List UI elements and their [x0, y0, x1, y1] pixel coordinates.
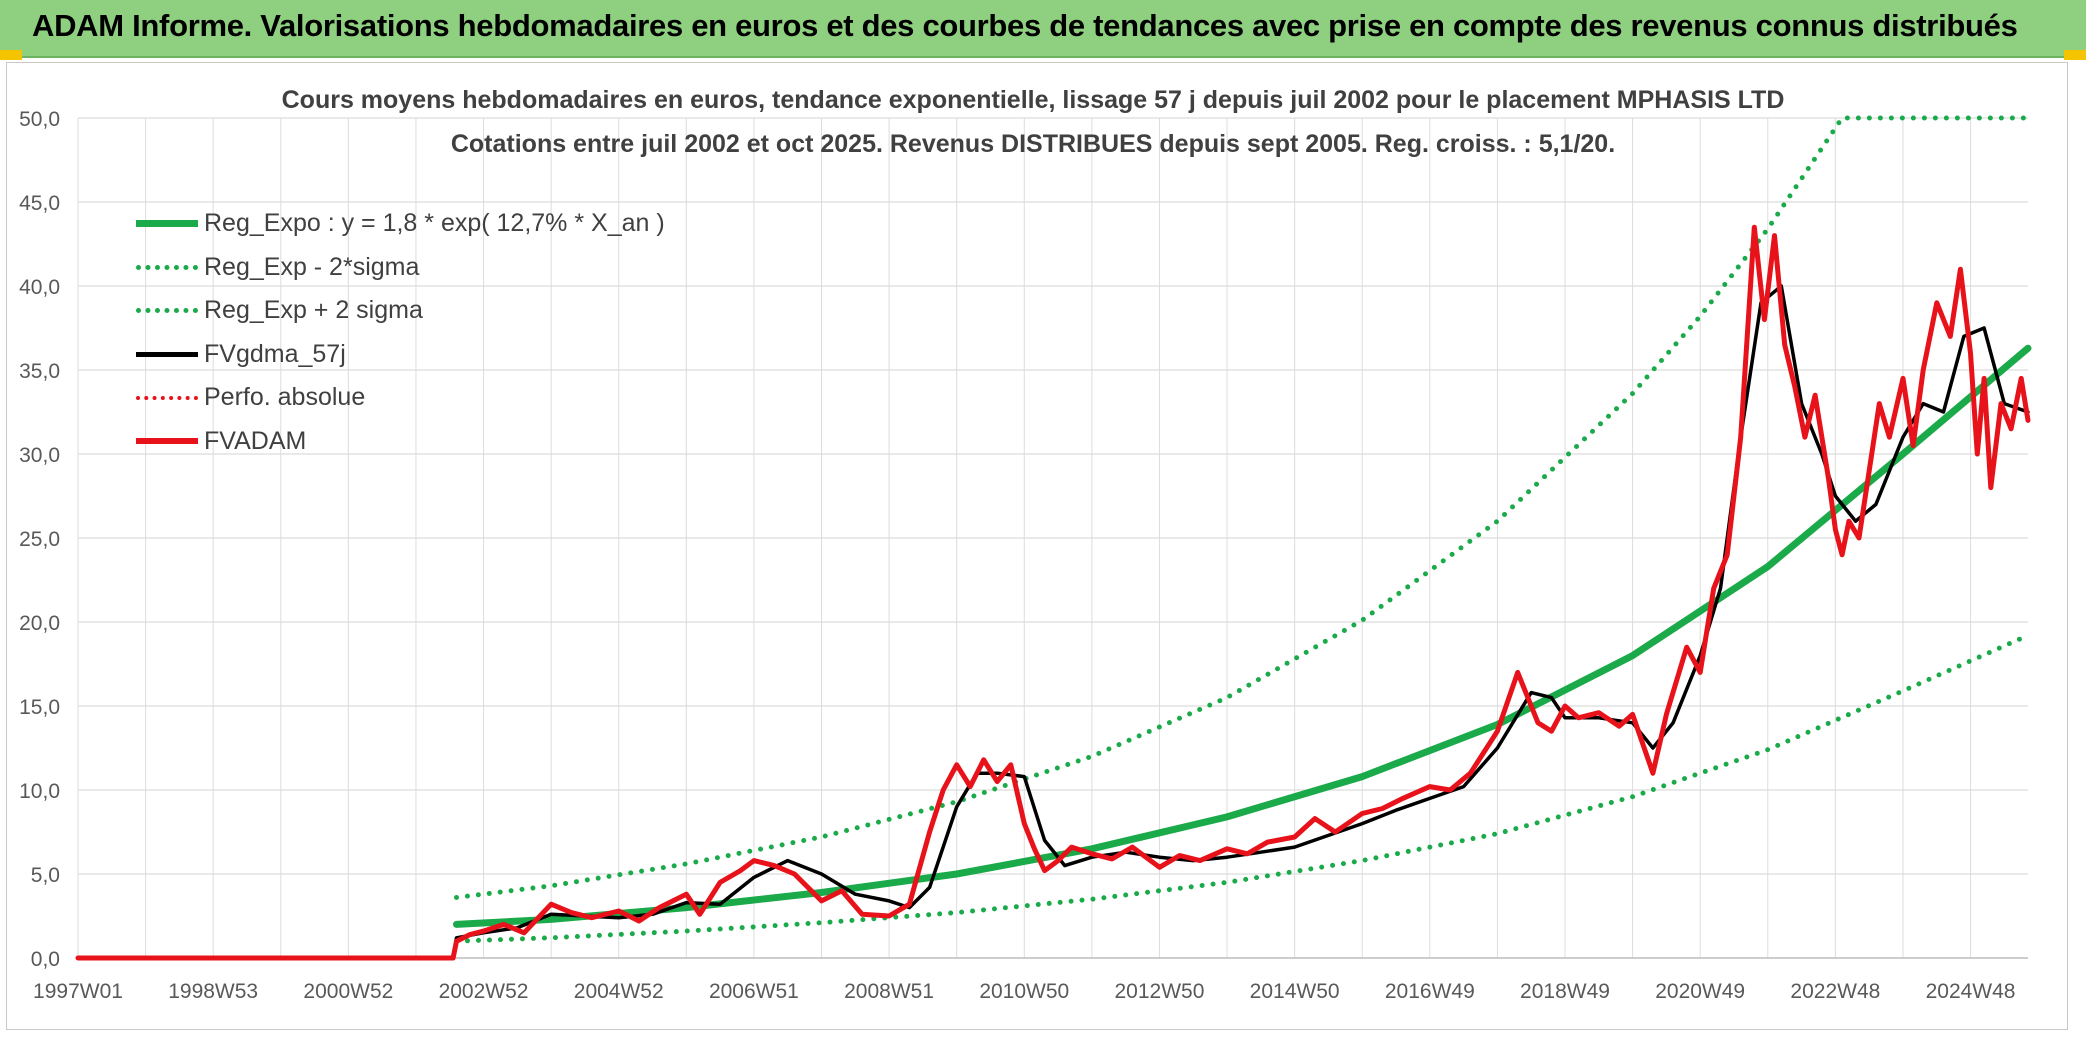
- legend-label: Perfo. absolue: [204, 383, 366, 412]
- chart-frame: [6, 62, 2068, 1030]
- y-tick-label: 20,0: [19, 612, 60, 635]
- x-tick-label: 2016W49: [1385, 980, 1475, 1003]
- header-corner-right: [2064, 50, 2086, 60]
- x-tick-label: 2006W51: [709, 980, 799, 1003]
- y-tick-label: 25,0: [19, 528, 60, 551]
- x-tick-label: 2002W52: [439, 980, 529, 1003]
- legend-item-reg-exp-plus[interactable]: Reg_Exp + 2 sigma: [136, 289, 665, 333]
- legend-swatch: [136, 308, 198, 314]
- legend-item-fvgdma[interactable]: FVgdma_57j: [136, 333, 665, 377]
- report-header: ADAM Informe. Valorisations hebdomadaire…: [0, 0, 2086, 60]
- legend-label: FVADAM: [204, 426, 307, 455]
- x-tick-label: 2010W50: [979, 980, 1069, 1003]
- chart-title: Cours moyens hebdomadaires en euros, ten…: [281, 86, 1785, 114]
- series-line-3: [76, 284, 2030, 960]
- series-line-5: [75, 224, 2031, 961]
- y-tick-label: 5,0: [31, 864, 60, 887]
- x-tick-label: 2024W48: [1926, 980, 2016, 1003]
- y-tick-label: 30,0: [19, 444, 60, 467]
- y-tick-label: 45,0: [19, 192, 60, 215]
- y-tick-label: 40,0: [19, 276, 60, 299]
- x-tick-label: 2018W49: [1520, 980, 1610, 1003]
- legend-label: FVgdma_57j: [204, 339, 346, 368]
- x-tick-label: 1997W01: [33, 980, 123, 1003]
- series-lines: [75, 115, 2032, 961]
- series-line-0: [453, 344, 2032, 928]
- legend-label: Reg_Exp - 2*sigma: [204, 252, 420, 281]
- series-line-1: [454, 632, 2031, 944]
- y-tick-label: 50,0: [19, 108, 60, 131]
- series-line-2: [454, 115, 2031, 900]
- x-tick-label: 2022W48: [1790, 980, 1880, 1003]
- x-tick-label: 2020W49: [1655, 980, 1745, 1003]
- legend-swatch: [136, 438, 198, 445]
- x-tick-label: 1998W53: [168, 980, 258, 1003]
- x-tick-label: 2014W50: [1250, 980, 1340, 1003]
- x-tick-label: 2004W52: [574, 980, 664, 1003]
- report-title: ADAM Informe. Valorisations hebdomadaire…: [32, 8, 2018, 43]
- x-tick-label: 2012W50: [1115, 980, 1205, 1003]
- y-tick-label: 15,0: [19, 696, 60, 719]
- y-tick-label: 0,0: [31, 948, 60, 971]
- chart-subtitle: Cotations entre juil 2002 et oct 2025. R…: [450, 130, 1616, 158]
- legend-label: Reg_Exp + 2 sigma: [204, 296, 423, 325]
- legend-label: Reg_Expo : y = 1,8 * exp( 12,7% * X_an ): [204, 209, 665, 238]
- legend-swatch: [136, 351, 198, 357]
- legend-swatch: [136, 395, 198, 400]
- header-corner-left: [0, 50, 22, 60]
- legend-item-reg-exp-minus[interactable]: Reg_Exp - 2*sigma: [136, 246, 665, 290]
- legend-swatch: [136, 220, 198, 228]
- axis-labels: 0,0 5,0 10,0 15,0 20,0 25,0 30,0 35,0 40,0 45,0 50…: [19, 108, 2028, 1003]
- y-tick-label: 10,0: [19, 780, 60, 803]
- y-tick-label: 35,0: [19, 360, 60, 383]
- legend-item-perfo[interactable]: Perfo. absolue: [136, 376, 665, 420]
- x-tick-label: 2008W51: [844, 980, 934, 1003]
- legend-item-fvadam[interactable]: FVADAM: [136, 420, 665, 464]
- x-tick-label: 2000W52: [303, 980, 393, 1003]
- legend-item-reg-expo[interactable]: Reg_Expo : y = 1,8 * exp( 12,7% * X_an ): [136, 202, 665, 246]
- chart-legend: Reg_Expo : y = 1,8 * exp( 12,7% * X_an )…: [136, 202, 665, 463]
- legend-swatch: [136, 264, 198, 270]
